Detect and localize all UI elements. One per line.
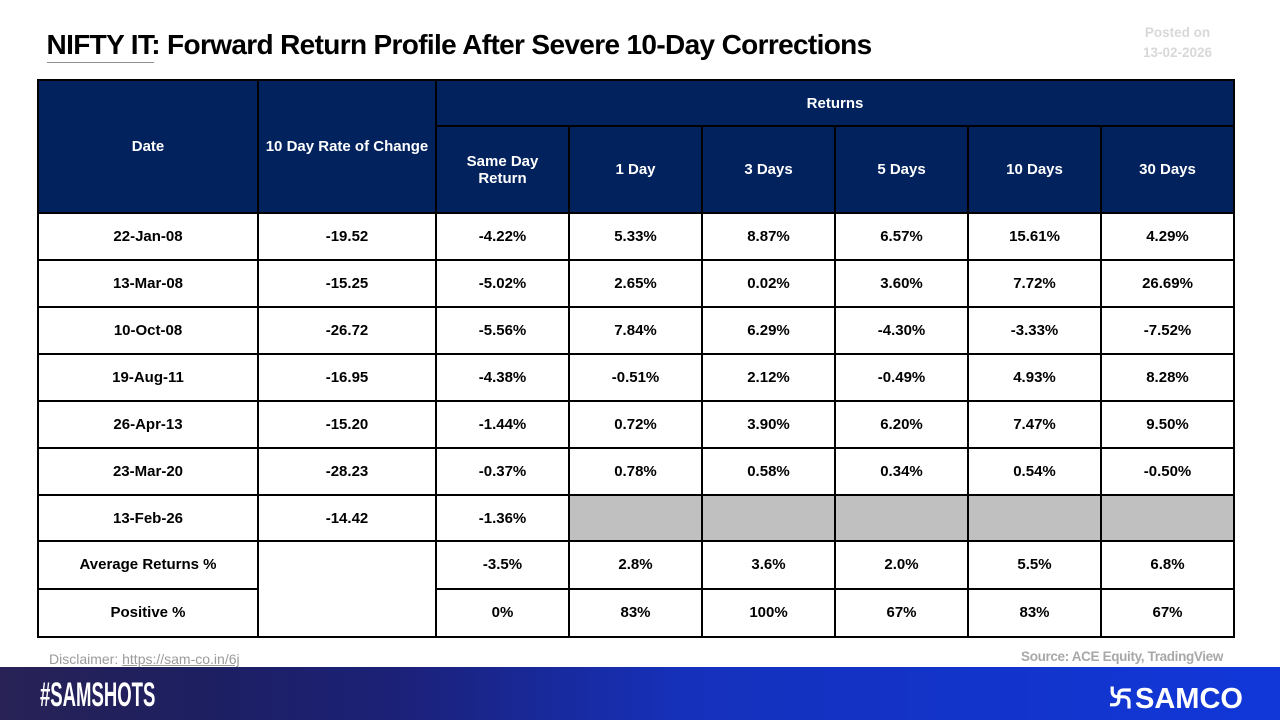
svg-text:SAMCO: SAMCO [1135,685,1243,711]
